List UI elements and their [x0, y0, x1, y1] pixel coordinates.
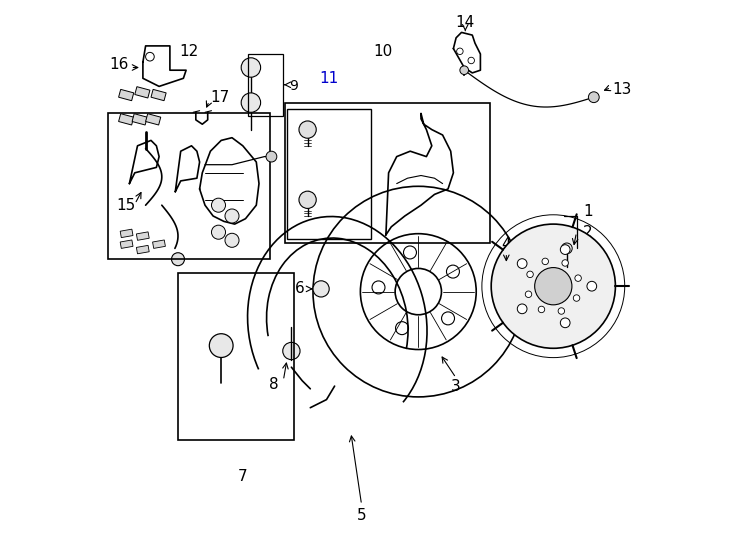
Bar: [137, 232, 149, 240]
Text: 12: 12: [179, 44, 198, 59]
Text: 13: 13: [613, 82, 632, 97]
Circle shape: [517, 259, 527, 268]
Circle shape: [562, 243, 573, 254]
Circle shape: [209, 334, 233, 357]
Circle shape: [526, 291, 531, 298]
Text: 16: 16: [109, 57, 128, 72]
Circle shape: [457, 48, 463, 55]
Circle shape: [560, 318, 570, 328]
Text: 4: 4: [501, 237, 511, 252]
Text: 2: 2: [583, 225, 592, 240]
Circle shape: [573, 295, 580, 301]
Circle shape: [468, 57, 474, 64]
Circle shape: [225, 209, 239, 223]
Bar: [153, 240, 165, 248]
Bar: [108, 113, 270, 259]
Circle shape: [299, 121, 316, 138]
Circle shape: [538, 306, 545, 313]
Circle shape: [517, 304, 527, 314]
Text: 5: 5: [357, 508, 366, 523]
Bar: [145, 114, 161, 125]
Circle shape: [211, 198, 225, 212]
Bar: [285, 103, 490, 243]
Circle shape: [575, 275, 581, 281]
Circle shape: [313, 281, 330, 297]
Text: 9: 9: [288, 79, 297, 93]
Text: 11: 11: [319, 71, 339, 86]
Circle shape: [534, 267, 572, 305]
Text: 1: 1: [583, 204, 592, 219]
Text: 14: 14: [456, 15, 475, 30]
Circle shape: [211, 225, 225, 239]
Bar: [137, 245, 149, 254]
Bar: [119, 90, 134, 100]
Circle shape: [266, 151, 277, 162]
Circle shape: [562, 260, 568, 266]
Circle shape: [491, 224, 615, 348]
Text: 6: 6: [294, 281, 305, 296]
Text: 10: 10: [374, 44, 393, 59]
Circle shape: [527, 271, 534, 278]
Text: 8: 8: [269, 377, 279, 392]
Bar: [120, 240, 133, 248]
Bar: [151, 90, 166, 100]
Text: 15: 15: [116, 198, 135, 213]
Circle shape: [299, 191, 316, 208]
Text: 7: 7: [238, 469, 247, 484]
Text: 17: 17: [211, 90, 230, 105]
Circle shape: [172, 253, 184, 266]
Circle shape: [542, 258, 548, 265]
Bar: [248, 54, 283, 116]
Circle shape: [241, 93, 261, 112]
Bar: [135, 87, 150, 98]
Text: 3: 3: [451, 379, 461, 394]
Bar: [178, 273, 294, 440]
Bar: [120, 229, 133, 238]
Circle shape: [241, 58, 261, 77]
Circle shape: [589, 92, 599, 103]
Bar: [119, 114, 134, 125]
Circle shape: [225, 233, 239, 247]
Circle shape: [587, 281, 597, 291]
Circle shape: [283, 342, 300, 360]
Bar: [287, 109, 371, 239]
Circle shape: [560, 245, 570, 254]
Circle shape: [460, 66, 468, 75]
Bar: [132, 114, 148, 125]
Circle shape: [558, 308, 564, 314]
Circle shape: [145, 52, 154, 61]
